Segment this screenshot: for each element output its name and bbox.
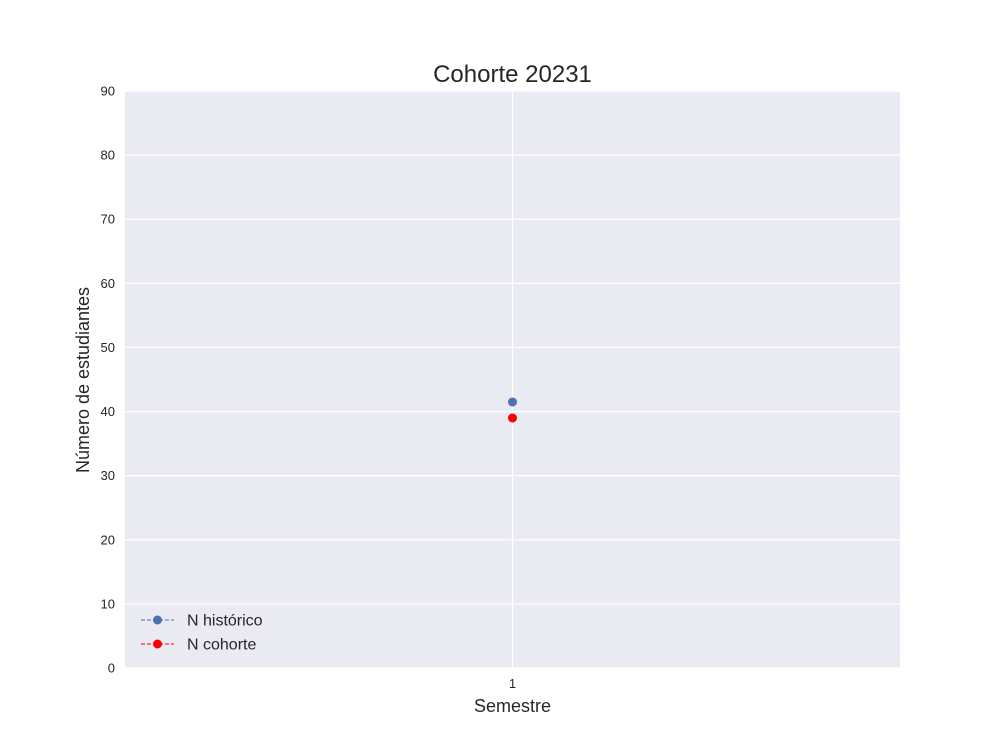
y-axis-title: Número de estudiantes: [73, 287, 93, 473]
chart-title: Cohorte 20231: [433, 61, 592, 88]
y-tick-label: 90: [101, 84, 115, 99]
x-tick-label: 1: [509, 676, 516, 691]
y-tick-label: 0: [108, 661, 115, 676]
y-tick-label: 50: [101, 340, 115, 355]
legend-marker: [153, 639, 162, 649]
y-tick-label: 10: [101, 596, 115, 611]
y-tick-label: 80: [101, 148, 115, 163]
legend-label: N cohorte: [187, 637, 256, 654]
series-1: [508, 397, 517, 407]
legend-marker: [153, 615, 162, 625]
legend-item: N histórico: [141, 613, 263, 630]
y-axis-ticks: 0 10 20 30 40 50 60 70 80 90: [101, 84, 115, 676]
data-point: [508, 397, 517, 407]
series-layer: [508, 397, 517, 423]
y-tick-label: 20: [101, 532, 115, 547]
y-tick-label: 60: [101, 276, 115, 291]
legend-item: N cohorte: [141, 637, 256, 654]
legend-label: N histórico: [187, 613, 263, 630]
series-2: [508, 413, 517, 423]
legend: N histórico N cohorte: [141, 613, 263, 654]
y-tick-label: 70: [101, 212, 115, 227]
y-tick-label: 40: [101, 404, 115, 419]
y-tick-label: 30: [101, 468, 115, 483]
data-point: [508, 413, 517, 423]
x-axis-ticks: 1: [509, 676, 516, 691]
x-axis-title: Semestre: [474, 696, 551, 716]
gridlines: [125, 90, 900, 669]
